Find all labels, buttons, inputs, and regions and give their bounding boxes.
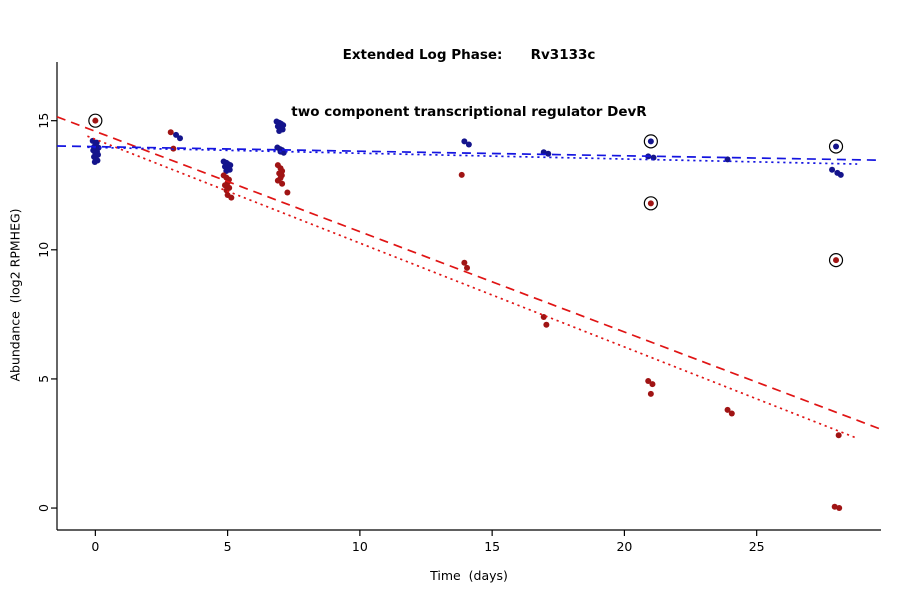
red-condition-point [92,117,99,124]
blue-condition-point [647,138,654,145]
x-tick-label: 10 [352,539,368,554]
outlier-ring [88,113,103,128]
blue-condition-point [829,166,836,173]
x-tick-label: 0 [91,539,99,554]
red-condition-point [833,257,840,264]
chart-title-line1: Extended Log Phase: Rv3133c [342,47,596,63]
outlier-ring [643,134,658,149]
y-tick-label: 10 [36,242,51,258]
red-condition-point [835,432,842,439]
blue-condition-point [461,138,468,145]
red-condition-point [649,381,656,388]
outlier-ring [828,139,844,154]
red-condition-point [540,313,547,320]
outlier-ring [643,196,658,211]
blue-condition-point [837,171,844,178]
chart-title: Extended Log Phase: Rv3133c two componen… [57,8,881,160]
blue-condition-point [545,150,552,157]
red-condition-point [167,129,174,136]
y-tick-label: 5 [36,375,51,383]
red-condition-point [458,171,465,178]
blue-condition-point [465,141,472,148]
blue-condition-point [724,156,731,163]
red-condition-point [279,180,286,187]
x-tick-label: 25 [749,539,765,554]
blue-condition-point [173,131,180,138]
red-dotted-trend-line [87,135,858,440]
x-axis-label: Time (days) [430,568,508,583]
blue-dotted-trend-line [87,146,858,165]
red-condition-point [274,177,281,184]
y-tick-label: 15 [36,113,51,129]
red-condition-point [461,259,468,266]
blue-condition-point [91,159,98,166]
x-tick-label: 20 [616,539,632,554]
red-condition-point [836,505,843,512]
red-condition-point [728,410,735,417]
blue-condition-point [223,168,230,175]
outlier-ring [828,253,844,268]
blue-condition-point [280,149,287,156]
red-condition-point [645,377,652,384]
red-condition-point [543,321,550,328]
y-axis-label: Abundance (log2 RPMHEG) [7,208,23,382]
red-condition-point [284,189,291,196]
red-condition-point [647,390,654,397]
blue-condition-point [276,128,283,135]
blue-condition-point [177,135,184,142]
red-dashed-trend-line [56,116,882,431]
blue-condition-point [833,143,840,150]
red-condition-point [724,406,731,413]
red-condition-point [831,503,838,510]
x-tick-label: 5 [224,539,232,554]
red-condition-point [228,194,235,201]
red-condition-point [464,264,471,271]
y-tick-label: 0 [36,504,51,512]
chart-title-line2: two component transcriptional regulator … [291,104,647,120]
blue-dashed-trend-line [56,145,882,162]
x-tick-label: 15 [484,539,500,554]
red-condition-point [647,200,654,207]
